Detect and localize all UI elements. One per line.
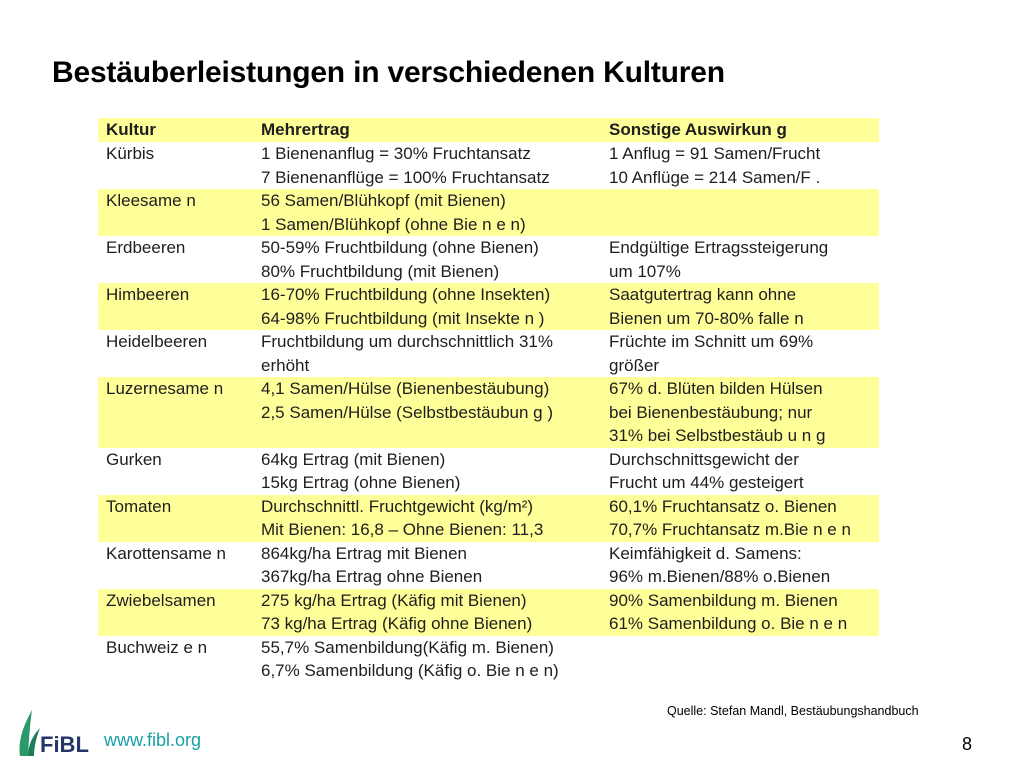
mehrertrag-line: 275 kg/ha Ertrag (Käfig mit Bienen) bbox=[261, 590, 527, 610]
cell-sonstige: 90% Samenbildung m. Bienen 61% Samenbildu… bbox=[601, 588, 879, 636]
sonstige-line: um 107% bbox=[609, 261, 681, 281]
mehrertrag-line: 4,1 Samen/Hülse (Bienenbestäubung) bbox=[261, 379, 550, 398]
cell-sonstige: 67% d. Blüten bilden Hülsen bei Bienenbes… bbox=[601, 377, 879, 448]
sonstige-line: Keimfähigkeit d. Samens: bbox=[609, 543, 802, 563]
sonstige-line: Früchte im Schnitt um 69% bbox=[609, 332, 814, 351]
sonstige-line: 67% d. Blüten bilden Hülsen bbox=[609, 379, 823, 398]
sonstige-line: 31% bei Selbstbestäub u n g bbox=[609, 426, 826, 445]
cell-mehrertrag: 64kg Ertrag (mit Bienen) 15kg Ertrag (ohn… bbox=[253, 447, 601, 495]
table-row: Luzernesame n 4,1 Samen/Hülse (Bienenbest… bbox=[98, 377, 879, 448]
source-note: Quelle: Stefan Mandl, Bestäubungshandbuc… bbox=[667, 704, 919, 718]
sonstige-line: größer bbox=[609, 355, 660, 375]
cell-mehrertrag: 864kg/ha Ertrag mit Bienen 367kg/ha Ertra… bbox=[253, 541, 601, 589]
mehrertrag-line: erhöht bbox=[261, 355, 310, 375]
header-sonstige: Sonstige Auswirkun g bbox=[601, 118, 879, 142]
header-mehrertrag: Mehrertrag bbox=[253, 118, 601, 142]
table-row: Erdbeeren 50-59% Fruchtbildung (ohne Bien… bbox=[98, 236, 879, 283]
website-link[interactable]: www.fibl.org bbox=[104, 730, 202, 750]
table-body: Kürbis 1 Bienenanflug = 30% Fruchtansatz 7… bbox=[98, 142, 879, 683]
table-row: Heidelbeeren Fruchtbildung um durchschnit… bbox=[98, 330, 879, 377]
cell-kultur: Gurken bbox=[98, 447, 253, 495]
cell-kultur: Kürbis bbox=[98, 142, 253, 189]
mehrertrag-line: 2,5 Samen/Hülse (Selbstbestäubun g ) bbox=[261, 402, 554, 422]
mehrertrag-line: 15kg Ertrag (ohne Bienen) bbox=[261, 473, 461, 492]
mehrertrag-line: Fruchtbildung um durchschnittlich 31% bbox=[261, 332, 553, 351]
mehrertrag-line: Mit Bienen: 16,8 – Ohne Bienen: 11,3 bbox=[261, 520, 544, 539]
cell-kultur: Himbeeren bbox=[98, 283, 253, 330]
cell-sonstige: Keimfähigkeit d. Samens: 96% m.Bienen/88%… bbox=[601, 541, 879, 589]
mehrertrag-line: 1 Bienenanflug = 30% Fruchtansatz bbox=[261, 144, 531, 163]
cell-sonstige: Endgültige Ertragssteigerung um 107% bbox=[601, 236, 879, 283]
pollination-table: Kultur Mehrertrag Sonstige Auswirkun g K… bbox=[98, 118, 879, 683]
cell-sonstige: Durchschnittsgewicht der Frucht um 44% ge… bbox=[601, 447, 879, 495]
mehrertrag-line: 7 Bienenanflüge = 100% Fruchtansatz bbox=[261, 167, 550, 187]
page-number: 8 bbox=[962, 734, 973, 754]
mehrertrag-line: 864kg/ha Ertrag mit Bienen bbox=[261, 543, 468, 563]
sonstige-line: Bienen um 70-80% falle n bbox=[609, 308, 804, 328]
cell-kultur: Erdbeeren bbox=[98, 236, 253, 283]
mehrertrag-line: 16-70% Fruchtbildung (ohne Insekten) bbox=[261, 285, 551, 304]
table-row: Gurken 64kg Ertrag (mit Bienen) 15kg Ertra… bbox=[98, 447, 879, 495]
table-row: Kleesame n 56 Samen/Blühkopf (mit Bienen)… bbox=[98, 189, 879, 236]
mehrertrag-line: 50-59% Fruchtbildung (ohne Bienen) bbox=[261, 238, 539, 257]
sonstige-line: 1 Anflug = 91 Samen/Frucht bbox=[609, 144, 821, 163]
table-row: Himbeeren 16-70% Fruchtbildung (ohne Inse… bbox=[98, 283, 879, 330]
sonstige-line: Endgültige Ertragssteigerung bbox=[609, 238, 829, 257]
cell-sonstige: 1 Anflug = 91 Samen/Frucht 10 Anflüge = 2… bbox=[601, 142, 879, 189]
cell-mehrertrag: 275 kg/ha Ertrag (Käfig mit Bienen) 73 kg… bbox=[253, 588, 601, 636]
mehrertrag-line: 64-98% Fruchtbildung (mit Insekte n ) bbox=[261, 308, 545, 328]
mehrertrag-line: 6,7% Samenbildung (Käfig o. Bie n e n) bbox=[261, 661, 559, 680]
table-row: Kürbis 1 Bienenanflug = 30% Fruchtansatz 7… bbox=[98, 142, 879, 189]
cell-kultur: Tomaten bbox=[98, 494, 253, 542]
sonstige-line: 61% Samenbildung o. Bie n e n bbox=[609, 614, 848, 633]
table-row: Buchweiz e n 55,7% Samenbildung(Käfig m. … bbox=[98, 635, 879, 683]
mehrertrag-line: 367kg/ha Ertrag ohne Bienen bbox=[261, 567, 483, 586]
table-header-row: Kultur Mehrertrag Sonstige Auswirkun g bbox=[98, 118, 879, 142]
sonstige-line: Frucht um 44% gesteigert bbox=[609, 473, 804, 492]
sonstige-line: 90% Samenbildung m. Bienen bbox=[609, 590, 838, 610]
cell-sonstige: Saatgutertrag kann ohne Bienen um 70-80% … bbox=[601, 283, 879, 330]
mehrertrag-line: 64kg Ertrag (mit Bienen) bbox=[261, 449, 446, 469]
cell-kultur: Zwiebelsamen bbox=[98, 588, 253, 636]
cell-sonstige bbox=[601, 635, 879, 683]
sonstige-line: 96% m.Bienen/88% o.Bienen bbox=[609, 567, 831, 586]
table-row: Zwiebelsamen 275 kg/ha Ertrag (Käfig mit … bbox=[98, 588, 879, 636]
cell-sonstige: 60,1% Fruchtansatz o. Bienen 70,7% Frucht… bbox=[601, 494, 879, 542]
svg-text:FiBL: FiBL bbox=[40, 732, 89, 757]
table-row: Tomaten Durchschnittl. Fruchtgewicht (kg/… bbox=[98, 494, 879, 542]
cell-sonstige bbox=[601, 189, 879, 236]
slide-title: Bestäuberleistungen in verschiedenen Kul… bbox=[52, 56, 725, 89]
sonstige-line: 10 Anflüge = 214 Samen/F . bbox=[609, 167, 821, 187]
sonstige-line: 70,7% Fruchtansatz m.Bie n e n bbox=[609, 520, 851, 539]
cell-mehrertrag: 16-70% Fruchtbildung (ohne Insekten) 64-9… bbox=[253, 283, 601, 330]
sonstige-line: bei Bienenbestäubung; nur bbox=[609, 402, 813, 422]
sonstige-line: 60,1% Fruchtansatz o. Bienen bbox=[609, 496, 837, 516]
sonstige-line: Durchschnittsgewicht der bbox=[609, 449, 799, 469]
mehrertrag-line: 80% Fruchtbildung (mit Bienen) bbox=[261, 261, 500, 281]
sonstige-line: Saatgutertrag kann ohne bbox=[609, 285, 797, 304]
cell-kultur: Heidelbeeren bbox=[98, 330, 253, 377]
cell-kultur: Buchweiz e n bbox=[98, 635, 253, 683]
mehrertrag-line: 56 Samen/Blühkopf (mit Bienen) bbox=[261, 191, 506, 210]
mehrertrag-line: 1 Samen/Blühkopf (ohne Bie n e n) bbox=[261, 214, 526, 234]
table-row: Karottensame n 864kg/ha Ertrag mit Bienen… bbox=[98, 541, 879, 589]
mehrertrag-line: Durchschnittl. Fruchtgewicht (kg/m²) bbox=[261, 496, 534, 516]
cell-mehrertrag: Durchschnittl. Fruchtgewicht (kg/m²) Mit … bbox=[253, 494, 601, 542]
cell-mehrertrag: 55,7% Samenbildung(Käfig m. Bienen) 6,7% … bbox=[253, 635, 601, 683]
header-kultur: Kultur bbox=[98, 118, 253, 142]
mehrertrag-line: 55,7% Samenbildung(Käfig m. Bienen) bbox=[261, 637, 554, 657]
cell-kultur: Karottensame n bbox=[98, 541, 253, 589]
leaf-icon bbox=[19, 710, 40, 756]
fibl-logo: FiBL bbox=[19, 710, 89, 757]
cell-mehrertrag: 1 Bienenanflug = 30% Fruchtansatz 7 Biene… bbox=[253, 142, 601, 189]
cell-mehrertrag: Fruchtbildung um durchschnittlich 31% erh… bbox=[253, 330, 601, 377]
cell-mehrertrag: 4,1 Samen/Hülse (Bienenbestäubung) 2,5 Sa… bbox=[253, 377, 601, 448]
cell-kultur: Luzernesame n bbox=[98, 377, 253, 448]
cell-mehrertrag: 50-59% Fruchtbildung (ohne Bienen) 80% Fr… bbox=[253, 236, 601, 283]
cell-sonstige: Früchte im Schnitt um 69% größer bbox=[601, 330, 879, 377]
cell-kultur: Kleesame n bbox=[98, 189, 253, 236]
mehrertrag-line: 73 kg/ha Ertrag (Käfig ohne Bienen) bbox=[261, 614, 533, 633]
cell-mehrertrag: 56 Samen/Blühkopf (mit Bienen) 1 Samen/Bl… bbox=[253, 189, 601, 236]
